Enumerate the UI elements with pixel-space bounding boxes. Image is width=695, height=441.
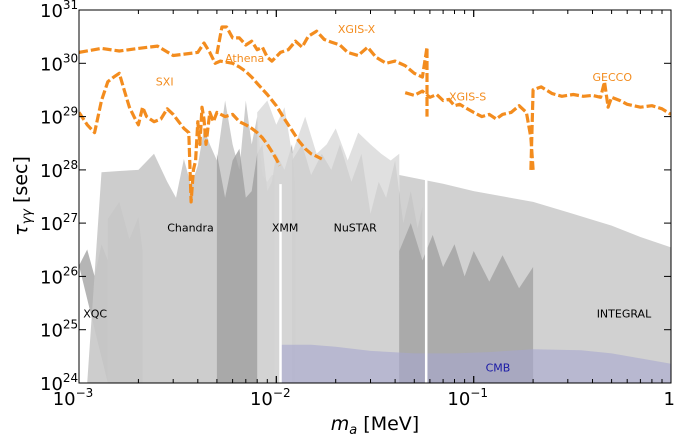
projection-label-gecco: GECCO (593, 71, 633, 84)
region-label-chandra: Chandra (167, 221, 214, 234)
region-label-integral: INTEGRAL (597, 307, 652, 320)
region-label-nustar: NuSTAR (334, 221, 378, 234)
x-tick-label: 1 (664, 389, 675, 410)
projection-label-sxi: SXI (156, 76, 174, 89)
x-axis-label: ma [MeV] (331, 413, 419, 438)
projection-label-athena: Athena (225, 52, 264, 65)
projection-label-xgis-x: XGIS-X (338, 23, 376, 36)
region-label-xqc: XQC (83, 307, 107, 320)
projection-label-xgis-s: XGIS-S (449, 91, 486, 104)
region-label-cmb: CMB (486, 361, 511, 374)
region-label-xmm: XMM (272, 221, 299, 234)
